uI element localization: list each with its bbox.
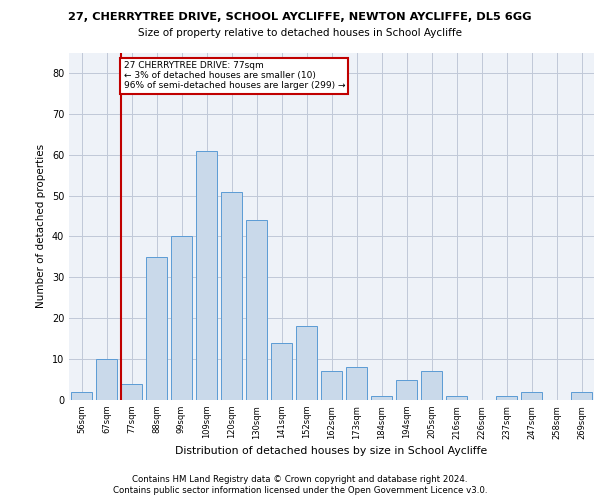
Bar bbox=[296, 326, 317, 400]
Text: 27 CHERRYTREE DRIVE: 77sqm
← 3% of detached houses are smaller (10)
96% of semi-: 27 CHERRYTREE DRIVE: 77sqm ← 3% of detac… bbox=[124, 60, 345, 90]
Text: 27, CHERRYTREE DRIVE, SCHOOL AYCLIFFE, NEWTON AYCLIFFE, DL5 6GG: 27, CHERRYTREE DRIVE, SCHOOL AYCLIFFE, N… bbox=[68, 12, 532, 22]
Text: Size of property relative to detached houses in School Aycliffe: Size of property relative to detached ho… bbox=[138, 28, 462, 38]
Bar bbox=[496, 396, 517, 400]
Y-axis label: Number of detached properties: Number of detached properties bbox=[36, 144, 46, 308]
Bar bbox=[321, 372, 342, 400]
Bar bbox=[71, 392, 92, 400]
Bar bbox=[221, 192, 242, 400]
Bar bbox=[196, 150, 217, 400]
Text: Contains public sector information licensed under the Open Government Licence v3: Contains public sector information licen… bbox=[113, 486, 487, 495]
Bar bbox=[446, 396, 467, 400]
Bar bbox=[571, 392, 592, 400]
Bar bbox=[521, 392, 542, 400]
Bar bbox=[146, 257, 167, 400]
Bar bbox=[246, 220, 267, 400]
Bar bbox=[371, 396, 392, 400]
Bar bbox=[171, 236, 192, 400]
Bar bbox=[396, 380, 417, 400]
Bar bbox=[96, 359, 117, 400]
Bar bbox=[346, 368, 367, 400]
Bar bbox=[421, 372, 442, 400]
Bar bbox=[121, 384, 142, 400]
Text: Contains HM Land Registry data © Crown copyright and database right 2024.: Contains HM Land Registry data © Crown c… bbox=[132, 475, 468, 484]
Bar bbox=[271, 343, 292, 400]
X-axis label: Distribution of detached houses by size in School Aycliffe: Distribution of detached houses by size … bbox=[175, 446, 488, 456]
